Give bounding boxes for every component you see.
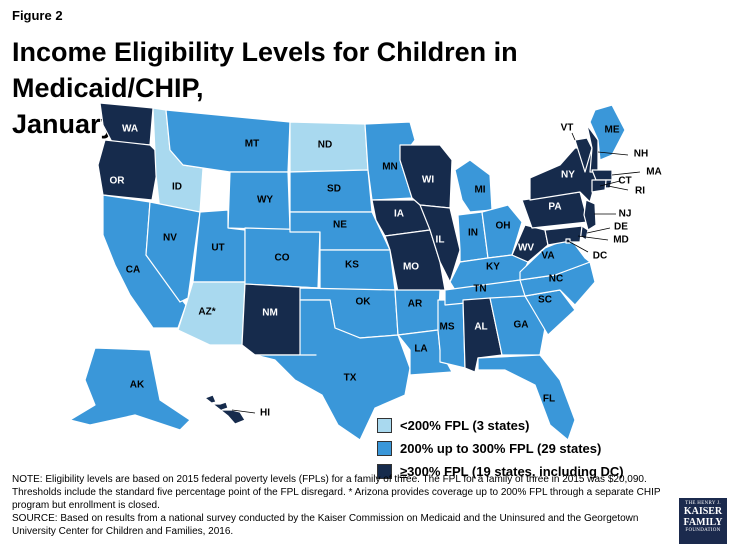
kff-logo: THE HENRY J. KAISER FAMILY FOUNDATION: [679, 498, 727, 544]
legend-item-dark: ≥ 300% FPL (19 states, including DC): [377, 461, 624, 481]
state-label-nc: NC: [549, 274, 563, 285]
state-label-ri: RI: [635, 186, 645, 197]
legend: <200% FPL (3 states) 200% up to 300% FPL…: [377, 415, 624, 484]
state-label-vt: VT: [561, 123, 574, 134]
leader-line: [577, 235, 609, 241]
state-label-ny: NY: [561, 170, 575, 181]
state-label-mt: MT: [245, 139, 259, 150]
state-label-ms: MS: [440, 322, 455, 333]
state-label-il: IL: [436, 235, 445, 246]
state-label-mi: MI: [474, 185, 485, 196]
leader-line: [586, 227, 611, 234]
state-label-ut: UT: [211, 243, 224, 254]
state-label-tn: TN: [473, 284, 486, 295]
leader-line: [599, 180, 621, 187]
state-oh: [481, 204, 523, 259]
state-ga: [489, 295, 546, 356]
state-ct: [591, 179, 607, 193]
state-label-la: LA: [414, 344, 427, 355]
leader-line: [597, 151, 629, 156]
state-label-dc: DC: [593, 251, 607, 262]
state-label-oh: OH: [496, 221, 511, 232]
state-label-nm: NM: [262, 308, 278, 319]
state-mt: [165, 109, 291, 173]
leader-line: [607, 185, 629, 191]
state-label-nv: NV: [163, 233, 177, 244]
state-label-wy: WY: [257, 195, 273, 206]
state-fl: [477, 354, 576, 441]
legend-swatch-dark: [377, 463, 392, 479]
state-ar: [394, 289, 441, 336]
leader-line: [611, 171, 641, 176]
state-label-co: CO: [275, 253, 290, 264]
state-md: [544, 225, 583, 246]
state-label-tx: TX: [344, 373, 357, 384]
state-label-ks: KS: [345, 260, 359, 271]
state-label-ok: OK: [356, 297, 372, 308]
state-label-va: VA: [541, 251, 554, 262]
state-or: [97, 139, 161, 201]
state-label-nj: NJ: [619, 209, 632, 220]
legend-item-light: <200% FPL (3 states): [377, 415, 624, 435]
state-label-ma: MA: [646, 167, 662, 178]
state-label-wi: WI: [422, 175, 434, 186]
state-tx: [254, 299, 411, 441]
leader-line: [567, 240, 589, 253]
state-label-ga: GA: [514, 320, 529, 331]
state-va: [519, 237, 591, 281]
leader-line: [231, 409, 256, 414]
state-label-ar: AR: [408, 299, 423, 310]
state-me: [589, 104, 626, 161]
state-label-ky: KY: [486, 262, 500, 273]
state-label-hi: HI: [260, 408, 270, 419]
state-label-sd: SD: [327, 184, 341, 195]
state-label-az: AZ*: [198, 307, 215, 318]
state-label-al: AL: [474, 322, 487, 333]
state-ms: [437, 299, 466, 369]
state-label-de: DE: [614, 222, 628, 233]
state-hi: [204, 394, 246, 425]
state-label-mn: MN: [382, 162, 398, 173]
state-label-sc: SC: [538, 295, 552, 306]
note-text: NOTE: Eligibility levels are based on 20…: [12, 474, 661, 511]
state-label-ne: NE: [333, 220, 347, 231]
state-label-fl: FL: [543, 394, 555, 405]
state-ma: [591, 169, 613, 181]
source-text: SOURCE: Based on results from a national…: [12, 513, 639, 537]
leader-line: [571, 132, 576, 141]
legend-swatch-medium: [377, 440, 392, 456]
state-nv: [145, 201, 201, 303]
legend-item-medium: 200% up to 300% FPL (29 states): [377, 438, 624, 458]
state-label-or: OR: [110, 176, 126, 187]
legend-swatch-light: [377, 417, 392, 433]
state-label-ak: AK: [130, 380, 145, 391]
state-label-ct: CT: [618, 176, 631, 187]
state-label-nh: NH: [634, 149, 648, 160]
footnotes: NOTE: Eligibility levels are based on 20…: [12, 473, 667, 538]
state-label-wa: WA: [122, 124, 138, 135]
state-label-nd: ND: [318, 140, 332, 151]
state-label-ca: CA: [126, 265, 140, 276]
state-label-mo: MO: [403, 262, 419, 273]
state-ak: [69, 347, 191, 431]
state-label-id: ID: [172, 182, 182, 193]
state-label-wv: WV: [518, 243, 534, 254]
state-label-pa: PA: [548, 202, 561, 213]
figure-label: Figure 2: [12, 8, 63, 23]
state-label-me: ME: [605, 125, 620, 136]
state-label-in: IN: [468, 228, 478, 239]
state-nj: [583, 199, 597, 231]
state-label-md: MD: [613, 235, 629, 246]
state-label-ia: IA: [394, 209, 404, 220]
